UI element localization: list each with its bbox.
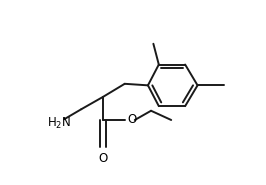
Text: O: O [128,113,137,127]
Text: H$_2$N: H$_2$N [47,116,71,131]
Text: O: O [98,152,108,165]
